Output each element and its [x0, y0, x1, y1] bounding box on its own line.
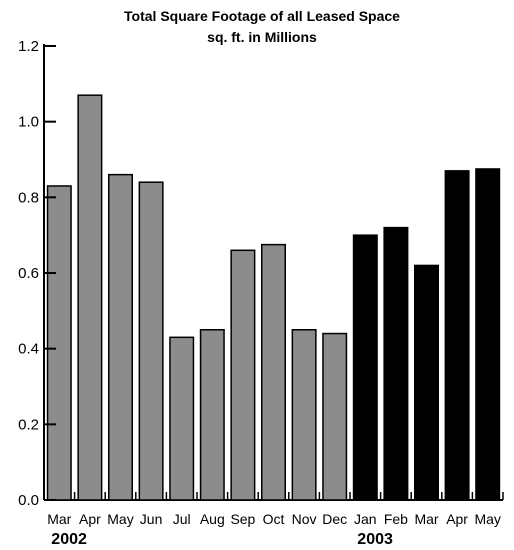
y-tick-label: 1.0 [18, 114, 39, 131]
bar [169, 336, 195, 501]
bar [261, 243, 286, 501]
bar [322, 332, 348, 501]
x-tick-label: Nov [292, 511, 317, 527]
bar [138, 181, 164, 501]
bar [475, 168, 501, 501]
x-tick-label: Aug [200, 511, 225, 527]
x-tick-label: May [474, 511, 500, 527]
y-tick-label: 0.8 [18, 189, 39, 206]
x-tick-label: Oct [263, 511, 285, 527]
year-label: 2003 [357, 531, 393, 548]
chart-title: Total Square Footage of all Leased Space [124, 8, 400, 24]
bars [46, 94, 501, 501]
bar [199, 329, 225, 501]
x-tick-label: Apr [446, 511, 468, 527]
bar [108, 173, 133, 501]
x-tick-label: Mar [414, 511, 438, 527]
bar [414, 264, 439, 501]
x-tick-label: Feb [384, 511, 408, 527]
y-tick-label: 0.0 [18, 492, 39, 509]
chart-subtitle: sq. ft. in Millions [207, 29, 317, 45]
x-tick-label: Jul [173, 511, 191, 527]
bar [46, 185, 72, 501]
bar [230, 249, 256, 501]
y-axis-ticks: 0.0 0.2 0.4 0.6 0.8 1.0 1.2 [18, 38, 56, 509]
year-label: 2002 [51, 531, 87, 548]
year-labels: 2002 2003 [51, 531, 393, 548]
y-tick-label: 1.2 [18, 38, 39, 55]
x-tick-label: Mar [47, 511, 71, 527]
x-tick-label: Dec [322, 511, 347, 527]
x-tick-label: Jan [354, 511, 377, 527]
x-tick-label: Apr [79, 511, 101, 527]
bar [291, 329, 317, 501]
bar [444, 170, 470, 501]
y-tick-label: 0.2 [18, 416, 39, 433]
y-tick-label: 0.6 [18, 265, 39, 282]
x-tick-label: Jun [140, 511, 163, 527]
y-tick-label: 0.4 [18, 341, 39, 358]
x-axis-ticks: Mar Apr May Jun Jul Aug Sep Oct Nov Dec Jan Feb Mar A… [47, 492, 504, 527]
bar [383, 226, 409, 501]
bar [352, 234, 378, 501]
x-tick-label: May [107, 511, 133, 527]
x-tick-label: Sep [230, 511, 255, 527]
bar [77, 94, 103, 501]
